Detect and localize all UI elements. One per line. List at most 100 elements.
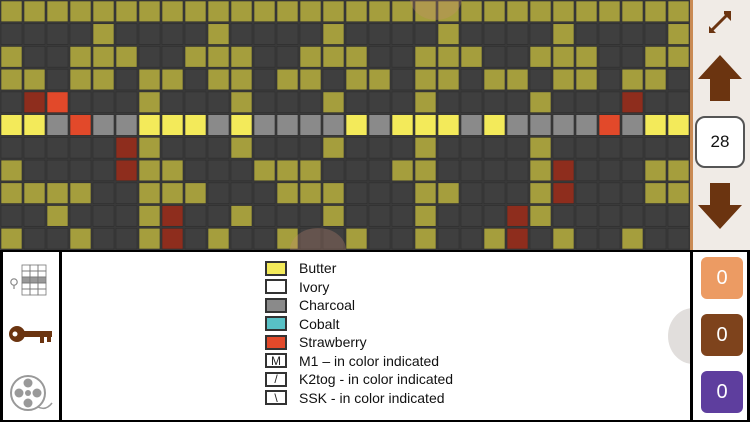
- stitch-cell[interactable]: [644, 23, 667, 45]
- stitch-cell[interactable]: [391, 23, 414, 45]
- stitch-cell[interactable]: [552, 0, 575, 23]
- stitch-cell[interactable]: [506, 205, 529, 227]
- knitting-chart[interactable]: [0, 0, 690, 250]
- stitch-cell[interactable]: [276, 227, 299, 250]
- stitch-cell[interactable]: [138, 182, 161, 204]
- stitch-cell[interactable]: [437, 68, 460, 91]
- stitch-cell[interactable]: [230, 227, 253, 250]
- stitch-cell[interactable]: [322, 0, 345, 23]
- stitch-cell[interactable]: [483, 68, 506, 91]
- stitch-cell[interactable]: [575, 46, 598, 68]
- stitch-cell[interactable]: [644, 205, 667, 227]
- stitch-cell[interactable]: [414, 137, 437, 159]
- stitch-cell[interactable]: [46, 114, 69, 136]
- stitch-cell[interactable]: [460, 23, 483, 45]
- chart-view-button[interactable]: [3, 256, 59, 304]
- stitch-cell[interactable]: [253, 159, 276, 182]
- stitch-cell[interactable]: [115, 91, 138, 113]
- stitch-cell[interactable]: [552, 114, 575, 136]
- stitch-cell[interactable]: [621, 182, 644, 204]
- stitch-cell[interactable]: [391, 205, 414, 227]
- stitch-cell[interactable]: [460, 91, 483, 113]
- stitch-cell[interactable]: [161, 182, 184, 204]
- stitch-cell[interactable]: [552, 23, 575, 45]
- stitch-cell[interactable]: [276, 23, 299, 45]
- stitch-cell[interactable]: [322, 159, 345, 182]
- stitch-cell[interactable]: [23, 205, 46, 227]
- stitch-cell[interactable]: [92, 23, 115, 45]
- stitch-cell[interactable]: [230, 23, 253, 45]
- stitch-cell[interactable]: [115, 68, 138, 91]
- stitch-cell[interactable]: [437, 91, 460, 113]
- stitch-cell[interactable]: [368, 91, 391, 113]
- stitch-cell[interactable]: [184, 205, 207, 227]
- stitch-cell[interactable]: [161, 0, 184, 23]
- stitch-cell[interactable]: [69, 46, 92, 68]
- stitch-cell[interactable]: [483, 91, 506, 113]
- stitch-cell[interactable]: [552, 46, 575, 68]
- stitch-cell[interactable]: [598, 0, 621, 23]
- stitch-cell[interactable]: [138, 227, 161, 250]
- stitch-cell[interactable]: [552, 205, 575, 227]
- stitch-cell[interactable]: [23, 68, 46, 91]
- stitch-cell[interactable]: [345, 0, 368, 23]
- stitch-cell[interactable]: [368, 205, 391, 227]
- stitch-cell[interactable]: [368, 182, 391, 204]
- stitch-cell[interactable]: [253, 0, 276, 23]
- stitch-cell[interactable]: [368, 46, 391, 68]
- stitch-cell[interactable]: [115, 137, 138, 159]
- stitch-cell[interactable]: [69, 68, 92, 91]
- counter-3-button[interactable]: 0: [701, 371, 743, 413]
- stitch-cell[interactable]: [115, 205, 138, 227]
- stitch-cell[interactable]: [483, 205, 506, 227]
- stitch-cell[interactable]: [529, 205, 552, 227]
- stitch-cell[interactable]: [506, 137, 529, 159]
- stitch-cell[interactable]: [414, 23, 437, 45]
- stitch-cell[interactable]: [69, 227, 92, 250]
- stitch-cell[interactable]: [46, 23, 69, 45]
- stitch-cell[interactable]: [391, 159, 414, 182]
- stitch-cell[interactable]: [621, 46, 644, 68]
- stitch-cell[interactable]: [207, 227, 230, 250]
- stitch-cell[interactable]: [667, 23, 690, 45]
- stitch-cell[interactable]: [414, 159, 437, 182]
- stitch-cell[interactable]: [414, 0, 437, 23]
- stitch-cell[interactable]: [253, 91, 276, 113]
- stitch-cell[interactable]: [92, 91, 115, 113]
- stitch-cell[interactable]: [667, 91, 690, 113]
- stitch-cell[interactable]: [322, 227, 345, 250]
- stitch-cell[interactable]: [69, 91, 92, 113]
- stitch-cell[interactable]: [598, 205, 621, 227]
- stitch-cell[interactable]: [138, 46, 161, 68]
- stitch-cell[interactable]: [69, 159, 92, 182]
- stitch-cell[interactable]: [230, 46, 253, 68]
- stitch-cell[interactable]: [184, 46, 207, 68]
- stitch-cell[interactable]: [529, 182, 552, 204]
- stitch-cell[interactable]: [644, 227, 667, 250]
- stitch-cell[interactable]: [253, 205, 276, 227]
- stitch-cell[interactable]: [483, 46, 506, 68]
- stitch-cell[interactable]: [644, 0, 667, 23]
- stitch-cell[interactable]: [253, 182, 276, 204]
- stitch-cell[interactable]: [460, 205, 483, 227]
- stitch-cell[interactable]: [667, 182, 690, 204]
- stitch-cell[interactable]: [460, 114, 483, 136]
- stitch-cell[interactable]: [437, 46, 460, 68]
- stitch-cell[interactable]: [368, 114, 391, 136]
- stitch-cell[interactable]: [391, 114, 414, 136]
- stitch-cell[interactable]: [299, 159, 322, 182]
- stitch-cell[interactable]: [138, 205, 161, 227]
- stitch-cell[interactable]: [621, 114, 644, 136]
- stitch-cell[interactable]: [644, 68, 667, 91]
- stitch-cell[interactable]: [322, 205, 345, 227]
- stitch-cell[interactable]: [667, 114, 690, 136]
- stitch-cell[interactable]: [552, 68, 575, 91]
- stitch-cell[interactable]: [529, 227, 552, 250]
- stitch-cell[interactable]: [437, 23, 460, 45]
- stitch-cell[interactable]: [368, 0, 391, 23]
- stitch-cell[interactable]: [322, 68, 345, 91]
- stitch-cell[interactable]: [322, 23, 345, 45]
- stitch-cell[interactable]: [299, 227, 322, 250]
- stitch-cell[interactable]: [529, 159, 552, 182]
- stitch-cell[interactable]: [0, 182, 23, 204]
